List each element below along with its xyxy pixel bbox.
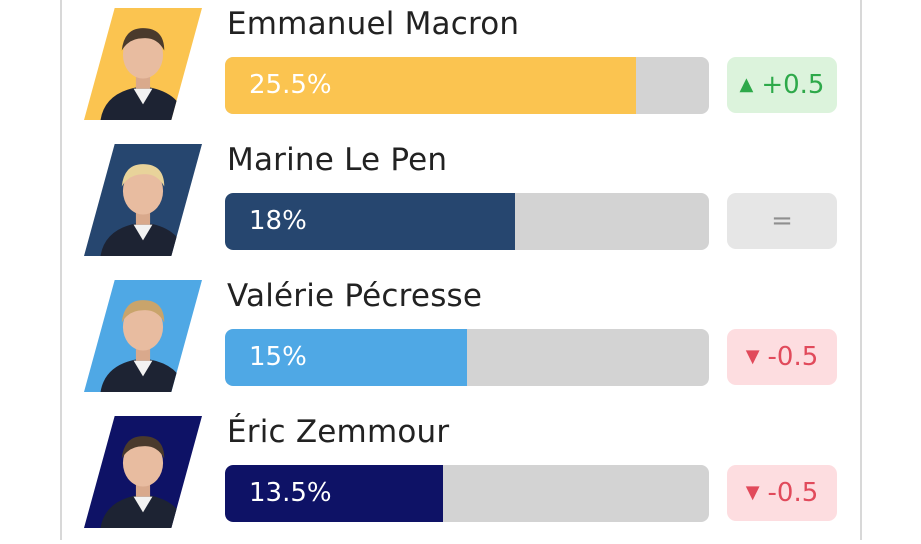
bar-track: 15% (225, 329, 709, 386)
arrow-down-icon: ▼ (745, 482, 760, 503)
bar-value-label: 15% (249, 342, 307, 372)
change-badge: ▲ +0.5 (727, 57, 837, 113)
bar (225, 57, 637, 114)
bar-track: 25.5% (225, 57, 709, 114)
candidate-name: Éric Zemmour (227, 414, 450, 450)
candidate-row: Marine Le Pen 18% = (0, 136, 921, 272)
change-value: -0.5 (767, 342, 819, 372)
change-value: -0.5 (767, 478, 819, 508)
arrow-up-icon: ▲ (739, 74, 754, 95)
candidate-portrait (84, 416, 202, 528)
change-badge: = (727, 193, 837, 249)
candidate-row: Valérie Pécresse 15% ▼ -0.5 (0, 272, 921, 408)
bar (225, 465, 443, 522)
change-value: = (771, 206, 793, 236)
bar (225, 329, 467, 386)
change-badge: ▼ -0.5 (727, 465, 837, 521)
arrow-down-icon: ▼ (745, 346, 760, 367)
bar-track: 18% (225, 193, 709, 250)
candidate-name: Emmanuel Macron (227, 6, 520, 42)
change-value: +0.5 (761, 70, 825, 100)
bar-value-label: 13.5% (249, 478, 332, 508)
candidate-portrait (84, 144, 202, 256)
candidate-portrait (84, 8, 202, 120)
bar (225, 193, 516, 250)
candidate-portrait (84, 280, 202, 392)
candidate-row: Éric Zemmour 13.5% ▼ -0.5 (0, 408, 921, 544)
change-badge: ▼ -0.5 (727, 329, 837, 385)
bar-track: 13.5% (225, 465, 709, 522)
bar-value-label: 25.5% (249, 70, 332, 100)
candidate-name: Marine Le Pen (227, 142, 448, 178)
bar-value-label: 18% (249, 206, 307, 236)
candidate-name: Valérie Pécresse (227, 278, 483, 314)
candidate-row: Emmanuel Macron 25.5% ▲ +0.5 (0, 0, 921, 136)
